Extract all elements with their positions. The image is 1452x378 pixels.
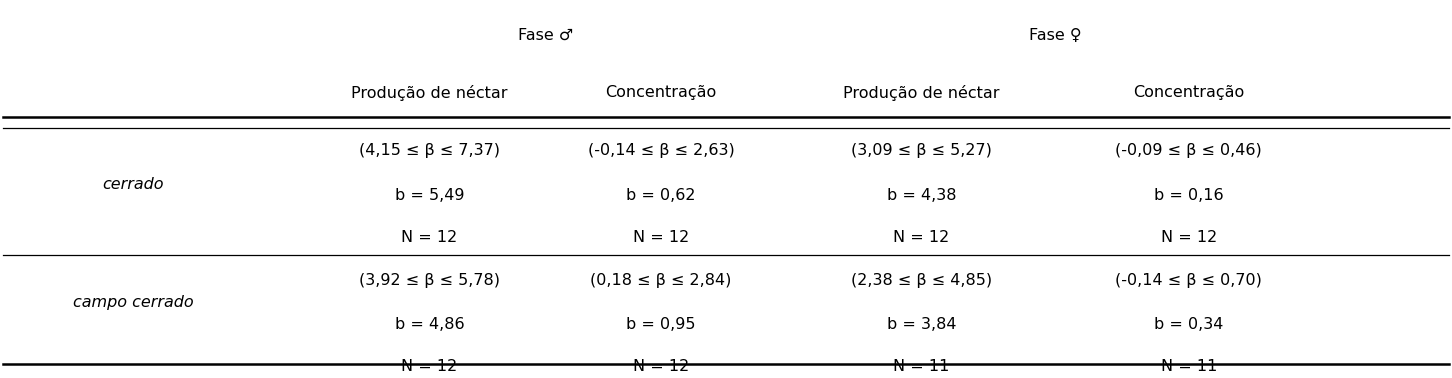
Text: b = 0,62: b = 0,62 <box>626 188 696 203</box>
Text: b = 0,95: b = 0,95 <box>626 317 696 332</box>
Text: (0,18 ≤ β ≤ 2,84): (0,18 ≤ β ≤ 2,84) <box>590 273 732 288</box>
Text: N = 12: N = 12 <box>893 230 950 245</box>
Text: Concentração: Concentração <box>605 85 716 99</box>
Text: b = 4,38: b = 4,38 <box>887 188 955 203</box>
Text: N = 12: N = 12 <box>633 230 690 245</box>
Text: (2,38 ≤ β ≤ 4,85): (2,38 ≤ β ≤ 4,85) <box>851 273 992 288</box>
Text: N = 12: N = 12 <box>401 230 457 245</box>
Text: b = 5,49: b = 5,49 <box>395 188 465 203</box>
Text: b = 0,16: b = 0,16 <box>1154 188 1224 203</box>
Text: (-0,14 ≤ β ≤ 0,70): (-0,14 ≤ β ≤ 0,70) <box>1115 273 1262 288</box>
Text: (3,09 ≤ β ≤ 5,27): (3,09 ≤ β ≤ 5,27) <box>851 143 992 158</box>
Text: Concentração: Concentração <box>1133 85 1244 99</box>
Text: b = 3,84: b = 3,84 <box>887 317 955 332</box>
Text: cerrado: cerrado <box>102 177 164 192</box>
Text: N = 12: N = 12 <box>401 359 457 374</box>
Text: N = 12: N = 12 <box>1160 230 1217 245</box>
Text: (-0,09 ≤ β ≤ 0,46): (-0,09 ≤ β ≤ 0,46) <box>1115 143 1262 158</box>
Text: N = 11: N = 11 <box>893 359 950 374</box>
Text: Fase ♀: Fase ♀ <box>1029 28 1082 43</box>
Text: (-0,14 ≤ β ≤ 2,63): (-0,14 ≤ β ≤ 2,63) <box>588 143 735 158</box>
Text: (3,92 ≤ β ≤ 5,78): (3,92 ≤ β ≤ 5,78) <box>359 273 499 288</box>
Text: (4,15 ≤ β ≤ 7,37): (4,15 ≤ β ≤ 7,37) <box>359 143 499 158</box>
Text: Produção de néctar: Produção de néctar <box>351 85 508 101</box>
Text: campo cerrado: campo cerrado <box>73 295 193 310</box>
Text: N = 12: N = 12 <box>633 359 690 374</box>
Text: N = 11: N = 11 <box>1160 359 1217 374</box>
Text: Fase ♂: Fase ♂ <box>517 28 574 43</box>
Text: b = 4,86: b = 4,86 <box>395 317 465 332</box>
Text: Produção de néctar: Produção de néctar <box>844 85 999 101</box>
Text: b = 0,34: b = 0,34 <box>1154 317 1224 332</box>
